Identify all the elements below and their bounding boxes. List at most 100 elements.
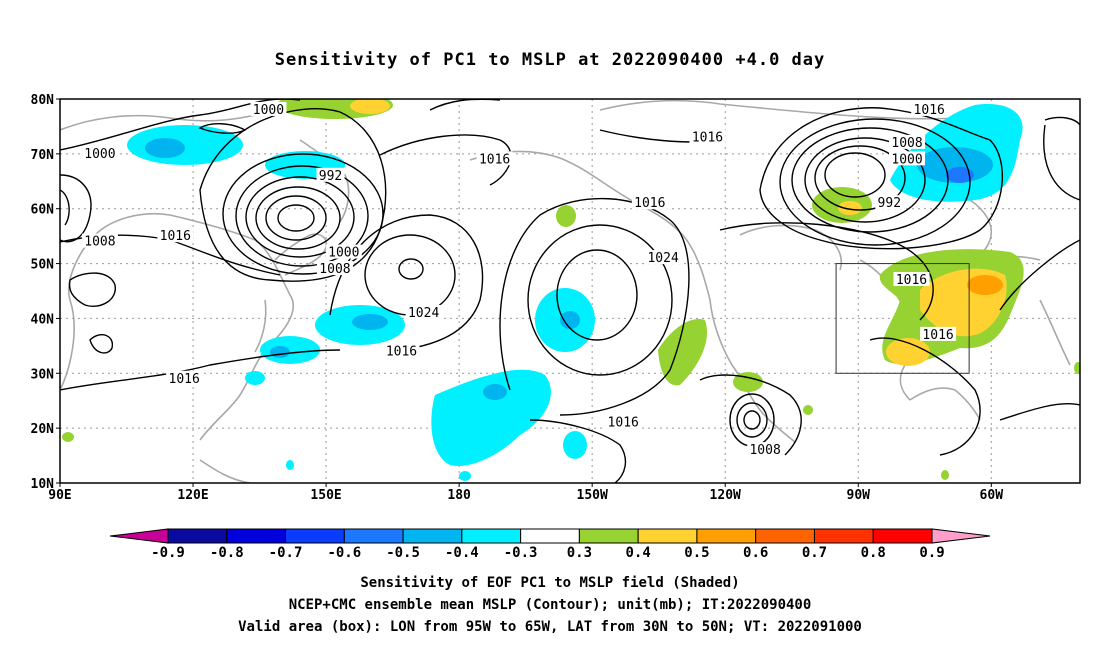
colorbar-label: -0.9 bbox=[151, 545, 185, 561]
map-title: Sensitivity of PC1 to MSLP at 2022090400… bbox=[274, 50, 826, 70]
colorbar-segment bbox=[872, 528, 933, 544]
contour-label: 1016 bbox=[896, 273, 927, 288]
contour-label: 1008 bbox=[84, 235, 115, 250]
contour-label: 1000 bbox=[84, 147, 115, 162]
colorbar-labels: -0.9 -0.8 -0.7 -0.6 -0.5 -0.4 -0.3 0.3 0.4 0.5 0.6… bbox=[151, 545, 945, 561]
contour-label: 1008 bbox=[319, 262, 350, 277]
colorbar-segment bbox=[696, 528, 757, 544]
contour-label: 1016 bbox=[692, 130, 723, 145]
contour-label-bg bbox=[81, 233, 118, 248]
contour-label-bg bbox=[316, 261, 353, 276]
colorbar-label: 0.3 bbox=[567, 545, 592, 561]
contour-label-bg bbox=[605, 414, 642, 429]
contour-label-bg bbox=[81, 145, 118, 160]
lat-label: 80N bbox=[31, 93, 55, 108]
contour-label-bg bbox=[889, 134, 926, 149]
sensitivity-shading bbox=[62, 99, 1080, 481]
contour-label: 1008 bbox=[891, 136, 922, 151]
lon-label: 180 bbox=[447, 488, 471, 503]
contour-label: 1016 bbox=[634, 196, 665, 211]
lon-label: 120W bbox=[710, 488, 741, 503]
colorbar-label: 0.8 bbox=[861, 545, 886, 561]
contour-label-bg bbox=[316, 167, 345, 182]
colorbar-label: -0.4 bbox=[445, 545, 479, 561]
colorbar-segment bbox=[167, 528, 228, 544]
lat-label: 10N bbox=[31, 477, 55, 492]
colorbar-segment bbox=[343, 528, 404, 544]
contour-label: 1016 bbox=[914, 103, 945, 118]
lon-label: 150E bbox=[310, 488, 341, 503]
contour-label-bg bbox=[476, 151, 513, 166]
contour-label: 1008 bbox=[749, 443, 780, 458]
contour-label: 1016 bbox=[386, 344, 417, 359]
longitude-labels: 90E 120E 150E 180 150W 120W 90W 60W bbox=[48, 488, 1003, 503]
contour-label: 1016 bbox=[608, 416, 639, 431]
contour-label-bg bbox=[645, 250, 682, 265]
contour-label-bg bbox=[250, 101, 287, 116]
lon-label: 150W bbox=[577, 488, 608, 503]
lat-label: 60N bbox=[31, 203, 55, 218]
contour-label: 1016 bbox=[479, 152, 510, 167]
lat-label: 20N bbox=[31, 422, 55, 437]
axis-ticks bbox=[56, 98, 992, 487]
contour-label-bg bbox=[631, 195, 668, 210]
caption-valid-area: Valid area (box): LON from 95W to 65W, L… bbox=[238, 619, 862, 635]
contour-label-bg bbox=[893, 272, 930, 287]
contour-label: 1024 bbox=[408, 306, 439, 321]
lat-label: 40N bbox=[31, 312, 55, 327]
contour-label-bg bbox=[889, 151, 926, 166]
colorbar-label: 0.5 bbox=[684, 545, 709, 561]
contour-label: 1024 bbox=[647, 251, 678, 266]
colorbar-label: 0.6 bbox=[743, 545, 768, 561]
contour-label: 1016 bbox=[160, 229, 191, 244]
colorbar-label: 0.7 bbox=[802, 545, 827, 561]
contour-label-bg bbox=[875, 195, 904, 210]
colorbar-label: -0.7 bbox=[269, 545, 303, 561]
colorbar-left-tip bbox=[109, 528, 169, 544]
colorbar-label: 0.4 bbox=[626, 545, 651, 561]
lon-label: 90E bbox=[48, 488, 71, 503]
colorbar-segment bbox=[402, 528, 463, 544]
colorbar-label: -0.5 bbox=[386, 545, 420, 561]
colorbar-label: -0.8 bbox=[210, 545, 244, 561]
contour-label: 1000 bbox=[253, 103, 284, 118]
colorbar-segment bbox=[578, 528, 639, 544]
caption-shading: Sensitivity of EOF PC1 to MSLP field (Sh… bbox=[360, 575, 740, 591]
colorbar-segment bbox=[226, 528, 287, 544]
contour-label-bg bbox=[383, 343, 420, 358]
lat-label: 30N bbox=[31, 367, 55, 382]
lat-label: 70N bbox=[31, 148, 55, 163]
contour-label-bg bbox=[747, 442, 784, 457]
contour-label: 1000 bbox=[891, 152, 922, 167]
colorbar-label: -0.6 bbox=[327, 545, 361, 561]
colorbar-segment bbox=[520, 528, 580, 544]
colorbar-segment bbox=[285, 528, 345, 544]
contour-label-bg bbox=[689, 129, 726, 144]
map-frame bbox=[59, 98, 1081, 484]
caption-contour: NCEP+CMC ensemble mean MSLP (Contour); u… bbox=[288, 597, 812, 613]
lon-label: 60W bbox=[980, 488, 1004, 503]
colorbar-segment bbox=[637, 528, 698, 544]
valid-area-box bbox=[835, 263, 970, 374]
contour-label: 992 bbox=[319, 169, 342, 184]
contour-label-bg bbox=[325, 244, 362, 259]
contour-label: 992 bbox=[878, 196, 901, 211]
contour-label-bg bbox=[157, 228, 194, 243]
colorbar-right-tip bbox=[931, 528, 991, 544]
latitude-labels: 80N 70N 60N 50N 40N 30N 20N 10N bbox=[31, 93, 55, 492]
colorbar-label: -0.3 bbox=[504, 545, 538, 561]
contour-labels: 1000100099210161016101610081000992101610… bbox=[81, 101, 957, 458]
colorbar-segment bbox=[461, 528, 522, 544]
contour-label-bg bbox=[405, 304, 442, 319]
contour-label-bg bbox=[920, 326, 957, 341]
colorbar-label: 0.9 bbox=[919, 545, 944, 561]
colorbar-segment bbox=[755, 528, 815, 544]
colorbar-segment bbox=[813, 528, 874, 544]
contour-label: 1016 bbox=[169, 372, 200, 387]
contour-label-bg bbox=[911, 101, 948, 116]
contour-label-bg bbox=[166, 370, 203, 385]
mslp-contours bbox=[60, 99, 1080, 483]
lat-label: 50N bbox=[31, 258, 55, 273]
contour-label: 1000 bbox=[328, 246, 359, 261]
